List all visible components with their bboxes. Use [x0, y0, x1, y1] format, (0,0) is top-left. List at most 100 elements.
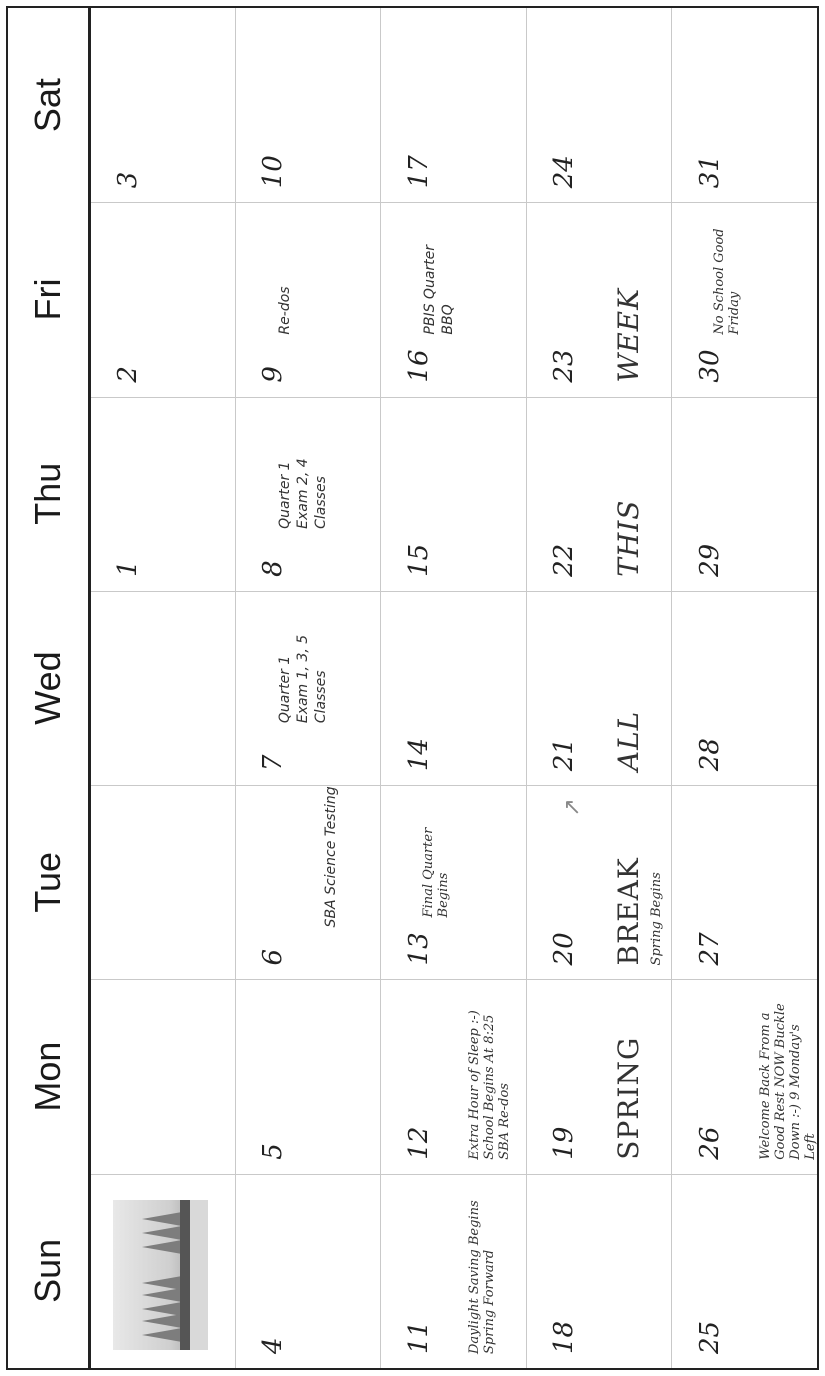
day-cell: 12 Extra Hour of Sleep :-) School Begins … — [381, 979, 527, 1174]
day-number: 19 — [548, 1126, 579, 1160]
weekday-header: Sun Mon Tue Wed Thu Fri Sat — [8, 8, 91, 1368]
day-cell — [91, 979, 237, 1174]
day-number: 29 — [694, 543, 725, 577]
calendar-frame: Sun Mon Tue Wed Thu Fri Sat 1 2 3 4 5 6 SBA Sc… — [6, 6, 819, 1370]
day-cell: 7 Quarter 1 Exam 1, 3, 5 Classes — [236, 590, 382, 786]
day-number: 8 — [258, 560, 289, 577]
event-text: Final Quarter Begins — [421, 827, 452, 918]
day-number: 21 — [548, 738, 579, 772]
day-cell: 27 — [671, 785, 817, 980]
weekday-wed: Wed — [27, 651, 68, 725]
day-cell: 29 — [671, 396, 817, 591]
event-text: SPRING — [611, 1036, 645, 1160]
day-cell: 28 — [671, 590, 817, 786]
day-cell: 24 — [526, 8, 672, 203]
palm-tree-shape — [142, 1314, 182, 1328]
day-cell: 25 — [671, 1173, 817, 1368]
weekday-thu: Thu — [27, 462, 68, 525]
day-cell: 13 Final Quarter Begins — [381, 785, 527, 980]
day-number: 2 — [113, 366, 144, 383]
palm-tree-shape — [142, 1212, 182, 1226]
event-text: Quarter 1 Exam 1, 3, 5 Classes — [277, 634, 330, 724]
palm-tree-shape — [142, 1302, 182, 1316]
day-number: 11 — [403, 1320, 434, 1354]
event-text: Re-dos — [277, 286, 294, 335]
day-number: 20 — [548, 932, 579, 966]
day-cell: 2 — [91, 202, 237, 397]
shoreline-shape — [180, 1200, 190, 1350]
day-cell — [91, 1173, 237, 1368]
day-cell: 15 — [381, 396, 527, 591]
day-cell: 10 — [236, 8, 382, 203]
day-cell — [91, 785, 237, 980]
day-number: 6 — [258, 948, 289, 966]
day-number: 31 — [694, 155, 725, 189]
palm-trees-picture — [113, 1200, 208, 1350]
day-number: 14 — [403, 738, 434, 772]
day-number: 1 — [113, 560, 144, 577]
event-text: Daylight Saving Begins Spring Forward — [467, 1200, 498, 1354]
pen-mark-icon: ↗ — [559, 798, 585, 817]
day-cell: 9 Re-dos — [236, 202, 382, 397]
day-cell: 1 — [91, 396, 237, 591]
event-text: ALL — [611, 710, 645, 772]
event-text: Extra Hour of Sleep :-) School Begins At… — [467, 1010, 513, 1160]
day-cell: 17 — [381, 8, 527, 203]
palm-tree-shape — [142, 1328, 182, 1342]
day-cell: 21 ALL — [526, 590, 672, 786]
event-text: SBA Science Testing — [323, 786, 340, 928]
weekday-tue: Tue — [27, 851, 68, 913]
day-cell: 30 No School Good Friday — [671, 202, 817, 397]
day-number: 9 — [258, 366, 289, 383]
day-number: 23 — [548, 349, 579, 383]
day-number: 15 — [403, 543, 434, 577]
day-cell: 19 SPRING — [526, 979, 672, 1174]
day-number: 24 — [548, 155, 579, 189]
day-cell: 23 WEEK — [526, 202, 672, 397]
day-number: 13 — [403, 932, 434, 966]
palm-tree-shape — [142, 1226, 182, 1240]
palm-tree-shape — [142, 1240, 182, 1254]
day-cell: 31 — [672, 8, 817, 202]
palm-tree-shape — [142, 1288, 182, 1302]
day-number: 30 — [694, 349, 725, 383]
day-number: 26 — [694, 1126, 725, 1160]
day-number: 3 — [113, 171, 144, 189]
day-cell: 22 THIS — [526, 396, 672, 591]
day-number: 16 — [403, 349, 434, 383]
day-cell: 6 SBA Science Testing — [236, 785, 382, 980]
day-cell: 14 — [381, 590, 527, 786]
day-number: 25 — [694, 1320, 725, 1354]
event-text: THIS — [611, 499, 645, 577]
day-cell: 26 Welcome Back From a Good Rest NOW Buck… — [671, 979, 817, 1174]
day-number: 18 — [548, 1320, 579, 1354]
day-cell: 4 — [236, 1173, 382, 1368]
event-subtext: Spring Begins — [648, 872, 664, 966]
day-cell: 20 BREAK Spring Begins ↗ — [526, 785, 672, 980]
weekday-sun: Sun — [27, 1238, 68, 1303]
weekday-sat: Sat — [27, 78, 68, 133]
day-number: 12 — [403, 1126, 434, 1160]
day-number: 27 — [694, 932, 725, 966]
day-cell: 3 — [91, 8, 237, 203]
weekday-mon: Mon — [27, 1041, 68, 1112]
day-cell: 16 PBIS Quarter BBQ — [381, 202, 527, 397]
event-text: BREAK — [611, 857, 645, 966]
day-number: 5 — [258, 1143, 289, 1160]
day-number: 7 — [258, 754, 289, 772]
event-text: Quarter 1 Exam 2, 4 Classes — [277, 458, 330, 529]
event-text: No School Good Friday — [711, 228, 742, 335]
weekday-fri: Fri — [27, 278, 68, 321]
day-number: 17 — [403, 155, 434, 189]
palm-tree-shape — [142, 1276, 182, 1290]
day-cell: 8 Quarter 1 Exam 2, 4 Classes — [236, 396, 382, 591]
day-number: 10 — [258, 155, 289, 189]
day-cell: 5 — [236, 979, 382, 1174]
event-text: WEEK — [611, 288, 645, 383]
day-number: 4 — [258, 1337, 289, 1354]
day-number: 28 — [694, 738, 725, 772]
day-cell — [91, 590, 237, 786]
day-number: 22 — [548, 543, 579, 577]
water-shape — [190, 1200, 208, 1350]
